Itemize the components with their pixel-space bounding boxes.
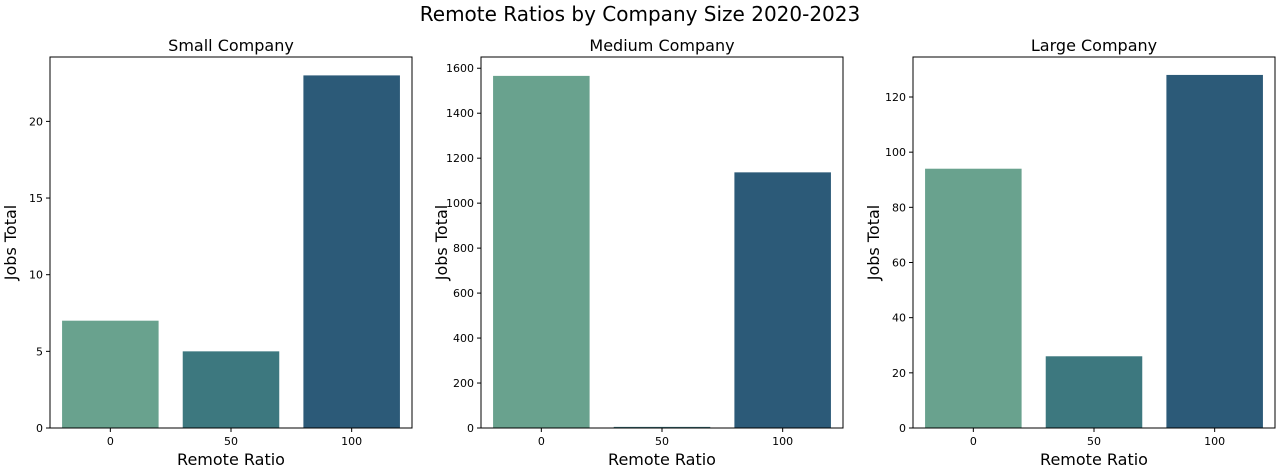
x-axis-label-small: Remote Ratio: [177, 450, 285, 469]
xtick-label-small-0: 0: [107, 435, 114, 448]
xtick-label-medium-100: 100: [772, 435, 793, 448]
panel-title-small: Small Company: [168, 36, 294, 55]
ytick-label-small-5: 5: [36, 345, 43, 358]
xtick-label-large-50: 50: [1087, 435, 1101, 448]
y-axis-label-small: Jobs Total: [1, 205, 20, 281]
panel-large: 0 20 40 60 80 100 120 0 50 100 Large Company Remote…: [864, 36, 1276, 469]
ytick-label-large-20: 20: [892, 367, 906, 380]
bar-large-50: [1045, 356, 1143, 428]
ytick-label-medium-800: 800: [453, 242, 474, 255]
ytick-label-medium-1600: 1600: [446, 62, 474, 75]
panel-medium: 0 200 400 600 800 1000 1200 1400 1600 0 50 100 Mediu…: [432, 36, 844, 469]
ytick-label-medium-600: 600: [453, 287, 474, 300]
ytick-label-large-80: 80: [892, 201, 906, 214]
ytick-label-medium-200: 200: [453, 377, 474, 390]
xtick-label-small-100: 100: [341, 435, 362, 448]
xtick-label-medium-50: 50: [655, 435, 669, 448]
ytick-label-medium-400: 400: [453, 332, 474, 345]
panel-title-large: Large Company: [1031, 36, 1157, 55]
bar-large-100: [1166, 74, 1263, 429]
bar-medium-0: [493, 75, 590, 428]
bar-small-50: [182, 351, 280, 428]
ytick-label-small-15: 15: [29, 192, 43, 205]
ytick-label-small-0: 0: [36, 422, 43, 435]
figure-title: Remote Ratios by Company Size 2020-2023: [420, 2, 860, 26]
bar-medium-50: [613, 426, 711, 428]
bar-large-0: [925, 168, 1022, 428]
ytick-label-large-60: 60: [892, 256, 906, 269]
ytick-label-small-10: 10: [29, 269, 43, 282]
ytick-label-medium-1000: 1000: [446, 197, 474, 210]
ytick-label-medium-1400: 1400: [446, 107, 474, 120]
y-axis-label-large: Jobs Total: [864, 205, 883, 281]
ytick-label-small-20: 20: [29, 115, 43, 128]
y-axis-label-medium: Jobs Total: [432, 205, 451, 281]
panel-small: 0 5 10 15 20 0 50 100 Small Company Remote Ratio J…: [1, 36, 413, 469]
ytick-label-medium-1200: 1200: [446, 152, 474, 165]
xtick-label-small-50: 50: [224, 435, 238, 448]
ytick-label-large-120: 120: [885, 91, 906, 104]
ytick-label-large-40: 40: [892, 312, 906, 325]
ytick-label-medium-0: 0: [467, 422, 474, 435]
xtick-label-large-0: 0: [970, 435, 977, 448]
ytick-label-large-0: 0: [899, 422, 906, 435]
xtick-label-medium-0: 0: [538, 435, 545, 448]
bar-small-100: [303, 75, 400, 429]
x-axis-label-large: Remote Ratio: [1040, 450, 1148, 469]
xtick-label-large-100: 100: [1204, 435, 1225, 448]
bar-medium-100: [734, 172, 831, 428]
x-axis-label-medium: Remote Ratio: [608, 450, 716, 469]
bar-small-0: [62, 320, 159, 428]
panel-title-medium: Medium Company: [589, 36, 734, 55]
ytick-label-large-100: 100: [885, 146, 906, 159]
